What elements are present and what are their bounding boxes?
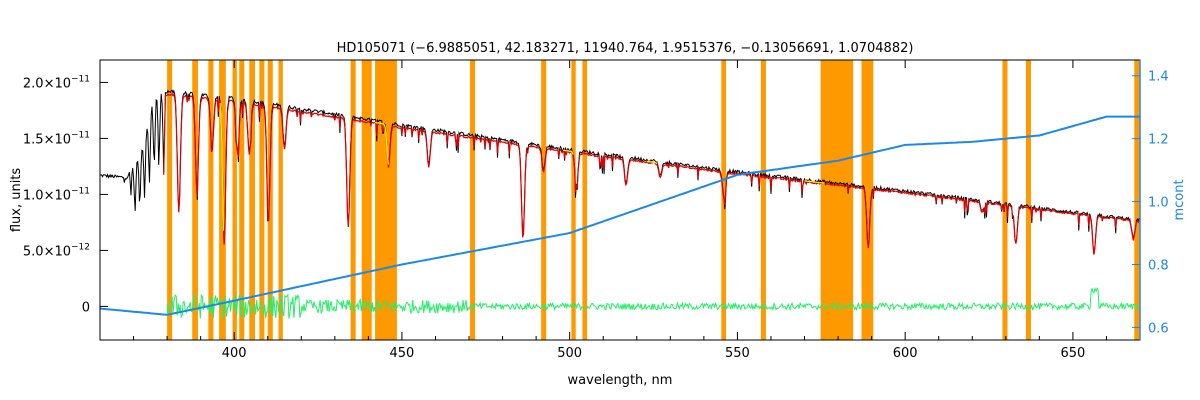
masked-region (1002, 60, 1008, 340)
masked-region (571, 60, 576, 340)
y-tick-label: 1.5×10−11 (23, 130, 90, 147)
y-tick-label: 5.0×10−12 (23, 242, 90, 259)
y-axis: 2.0×10−11 1.5×10−11 1.0×10−11 5.0×10−12 0 (23, 74, 108, 315)
masked-region (760, 60, 766, 340)
y2-tick-label: 0.8 (1148, 258, 1169, 273)
masked-region (278, 60, 283, 340)
masked-region (249, 60, 255, 340)
chart-title: HD105071 (−6.9885051, 42.183271, 11940.7… (337, 41, 914, 56)
masked-region (232, 60, 237, 340)
masked-region (192, 60, 198, 340)
masked-region (375, 60, 397, 340)
masked-region (259, 60, 265, 340)
observed-spectrum (99, 89, 1141, 255)
highlight-segment (219, 102, 225, 231)
y2-axis-label: mcont (1172, 179, 1187, 220)
highlight-segment (375, 121, 390, 165)
model-spectrum (163, 93, 1141, 255)
continuum-curve (99, 115, 1140, 316)
x-tick-label: 550 (725, 346, 750, 361)
y2-tick-label: 1.0 (1148, 196, 1169, 211)
y-tick-label: 1.0×10−11 (23, 186, 90, 203)
masked-region (470, 60, 476, 340)
masked-region (361, 60, 372, 340)
masked-region (1025, 60, 1031, 340)
y2-tick-label: 1.2 (1148, 133, 1169, 148)
y-tick-label: 0 (82, 300, 90, 315)
series-layer (99, 89, 1141, 319)
masked-region (820, 60, 854, 340)
x-tick-label: 500 (557, 346, 582, 361)
masked-region (167, 60, 173, 340)
x-tick-label: 600 (893, 346, 918, 361)
y-tick-label: 2.0×10−11 (23, 74, 90, 91)
x-axis-label: wavelength, nm (568, 373, 673, 388)
masked-region (350, 60, 356, 340)
masked-region (541, 60, 547, 340)
masked-regions (167, 60, 1140, 340)
masked-region (582, 60, 588, 340)
highlight-segment (646, 160, 658, 165)
highlight-segment (562, 149, 574, 155)
x-axis: 400 450 500 550 600 650 (133, 60, 1141, 361)
masked-region (208, 60, 214, 340)
masked-region (861, 60, 874, 340)
y2-tick-label: 0.6 (1148, 321, 1169, 336)
masked-region (239, 60, 245, 340)
x-tick-label: 400 (222, 346, 247, 361)
masked-region (1134, 60, 1140, 340)
y2-axis: 0.6 0.8 1.0 1.2 1.4 (1132, 60, 1169, 340)
x-tick-label: 650 (1060, 346, 1085, 361)
residual-spectrum (166, 286, 1140, 319)
y2-tick-label: 1.4 (1148, 70, 1169, 85)
masked-region (267, 60, 273, 340)
x-tick-label: 450 (390, 346, 415, 361)
y-axis-label: flux, units (9, 168, 24, 233)
highlight-segment (804, 180, 825, 184)
